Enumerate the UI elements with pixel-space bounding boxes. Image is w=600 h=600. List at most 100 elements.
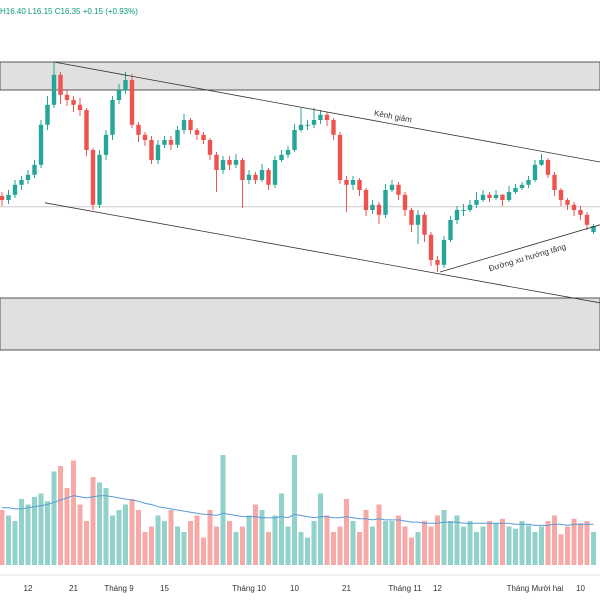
candle-body [45,104,50,125]
candle-body [110,100,115,135]
volume-bar [77,504,83,565]
volume-bar [532,532,538,565]
trend-line [44,202,600,304]
volume-bar [305,537,310,565]
candle-body [266,170,271,185]
volume-bar [552,515,557,565]
candle-body [253,174,258,180]
volume-bar [584,521,590,565]
candle-body [214,154,219,170]
volume-bar [240,526,245,565]
volume-bar [188,521,193,565]
volume-bar [253,504,258,565]
candle-body [168,140,174,145]
volume-bar [571,518,577,565]
volume-bar [71,460,76,565]
volume-bar [331,532,336,565]
candle-body [591,226,596,232]
candle-body [149,140,154,160]
volume-bar [318,493,323,565]
candle-body [38,124,44,165]
candle-body [311,120,317,125]
x-tick-label: Tháng 11 [388,584,422,593]
zone [0,297,600,351]
volume-bar [233,532,239,565]
candle-body [461,210,466,211]
volume-bar [19,499,24,565]
candle-body [285,150,291,155]
candle-body [428,234,434,260]
volume-bar [493,523,499,565]
volume-bar [136,510,141,565]
volume-bar [545,521,551,565]
candle-body [279,154,284,160]
candle-body [142,134,148,140]
volume-bar [337,526,343,565]
volume-bar [500,518,505,565]
volume-bar [396,515,401,565]
candle-body [389,184,395,190]
volume-bar [402,526,408,565]
volume-bar [90,477,96,565]
volume-bar [376,504,382,565]
candle-body [539,160,544,165]
volume-bar [357,532,362,565]
candle-body [123,80,128,90]
volume-bar [591,532,596,565]
volume-bar [201,537,206,565]
candle-body [500,194,505,200]
candle-body [194,130,200,135]
candle-body [422,214,427,235]
volume-bar [194,515,200,565]
candle-body [64,94,70,100]
trend-line [53,61,600,163]
volume-bar [506,526,512,565]
volume-bar [383,521,388,565]
volume-bar [292,455,297,565]
volume-bar [84,521,89,565]
x-tick-label: 12 [24,584,33,593]
candle-body [415,214,421,225]
x-tick-label: Tháng 9 [104,584,134,593]
volume-bar [168,510,174,565]
zone [0,61,600,91]
candle-body [201,134,206,140]
candle-body [441,240,447,265]
candle-body [513,188,518,192]
volume-bar [110,515,115,565]
candle-body [331,120,336,135]
candle-body [233,160,239,165]
volume-bar [350,521,356,565]
candle-body [435,260,440,265]
volume-bar [220,455,226,565]
volume-bar [259,510,265,565]
candle-body [571,204,577,210]
candle-body [136,124,141,135]
candle-body [175,130,180,145]
candle-body [97,154,102,205]
candle-body [116,90,122,100]
candle-body [552,174,557,190]
candle-body [71,100,76,105]
candle-body [129,80,135,125]
candle-body [402,194,408,210]
candle-body [467,204,473,210]
candle-body [350,180,356,185]
candle-body [344,180,349,185]
volume-bar [162,521,167,565]
volume-bar [526,525,531,565]
volume-bar [97,482,102,565]
x-tick-label: 12 [433,584,442,593]
volume-bar [214,526,219,565]
candle-body [383,190,388,215]
candle-body [19,180,24,185]
candle-body [32,164,37,175]
candle-body [51,74,57,105]
volume-bar [58,466,63,565]
candle-body [155,144,161,160]
candle-body [90,150,96,205]
volume-bar [32,496,37,565]
volume-bar [227,521,232,565]
volume-bar [487,521,492,565]
